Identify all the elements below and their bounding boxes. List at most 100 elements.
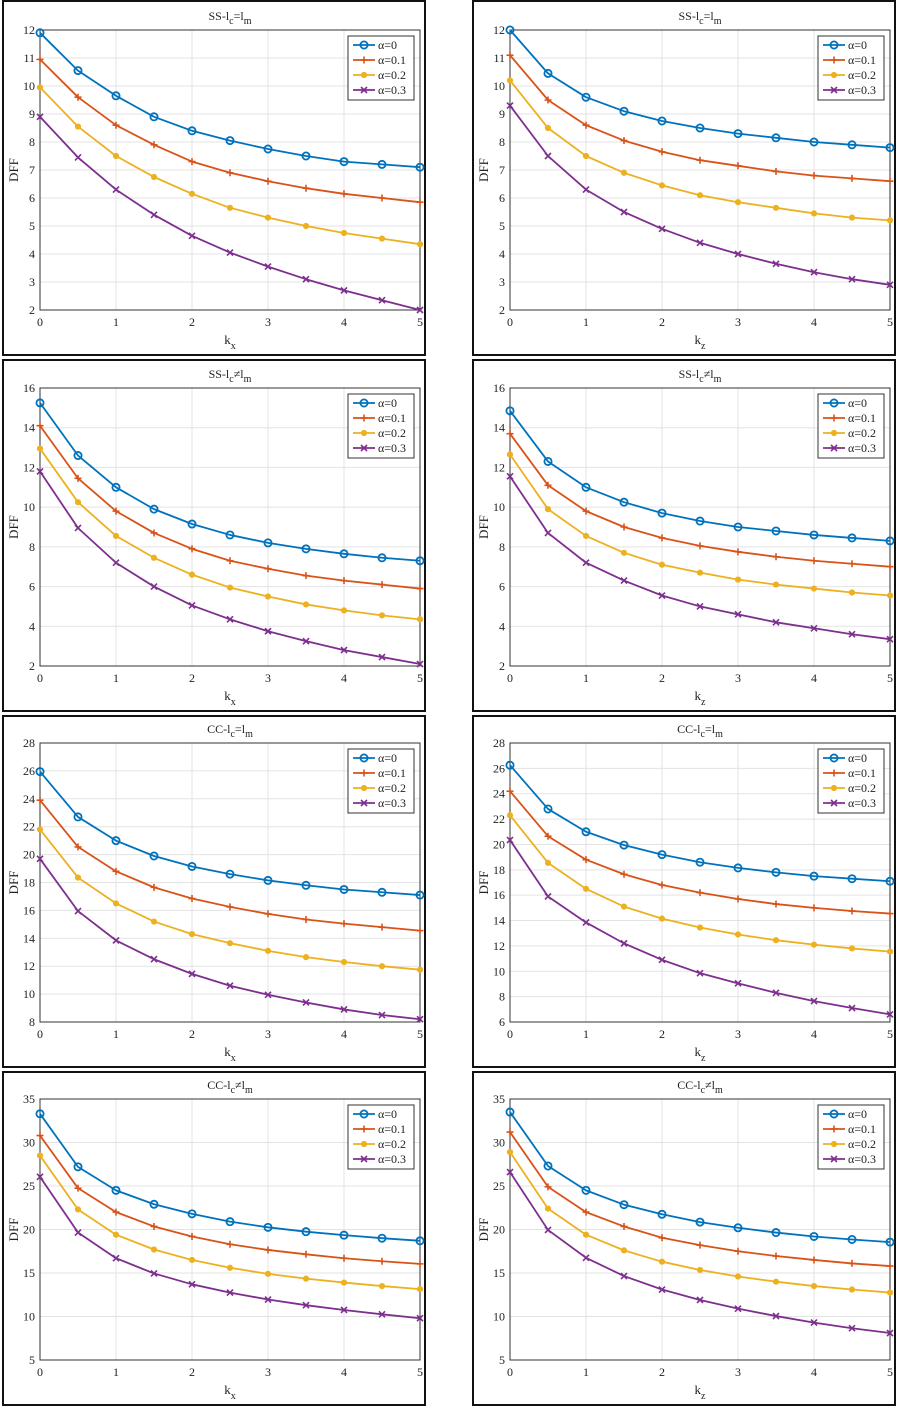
legend-label: α=0: [848, 751, 867, 765]
data-point: [264, 565, 272, 573]
data-point: [544, 529, 552, 537]
data-point: [810, 585, 818, 592]
data-point: [658, 591, 666, 600]
data-point: [848, 1259, 856, 1267]
x-tick-label: 2: [189, 1365, 195, 1379]
data-point: [188, 190, 196, 197]
data-point: [415, 556, 425, 566]
data-point: [263, 875, 273, 885]
y-tick-label: 16: [23, 903, 35, 917]
chart-svg: 0 1 2 3 4 5 5 10 15 20 25 30 35 CC-lc≠lm kz DFF α=0α=0.1…: [476, 1078, 895, 1402]
x-tick-label: 2: [659, 1027, 665, 1041]
data-point: [112, 532, 120, 540]
legend-label: α=0.1: [378, 1122, 406, 1136]
data-point: [226, 249, 234, 257]
legend-label: α=0.2: [378, 1137, 406, 1151]
series-1: [36, 55, 424, 206]
data-point: [74, 499, 82, 506]
data-point: [582, 1254, 590, 1262]
data-point: [263, 538, 273, 548]
y-tick-label: 26: [493, 761, 505, 775]
data-point: [506, 451, 514, 458]
y-tick-label: 12: [493, 23, 505, 37]
data-point: [505, 760, 515, 770]
data-point: [111, 91, 121, 101]
data-point: [378, 1257, 386, 1265]
data-point: [416, 1285, 424, 1293]
data-point: [696, 1266, 704, 1274]
chart-title-part: c: [699, 374, 704, 385]
x-axis-label: kx: [224, 332, 236, 352]
data-point: [544, 1183, 552, 1191]
chart-panel-7: 0 1 2 3 4 5 5 10 15 20 25 30 35 CC-lc≠lm kx DFF α=0 α=0.1…: [2, 1071, 426, 1406]
data-point: [582, 152, 590, 160]
data-point: [734, 1247, 742, 1255]
data-point: [657, 116, 667, 126]
data-point: [36, 796, 44, 804]
legend: α=0α=0.1α=0.2α=0.3: [347, 393, 415, 459]
data-point: [506, 836, 514, 844]
chart-title-part: CC-l: [207, 1078, 231, 1092]
series-line: [39, 1113, 421, 1242]
legend-label: α=0.2: [848, 781, 876, 795]
data-point: [35, 1109, 45, 1119]
series-3: [36, 855, 424, 1023]
data-point: [505, 25, 515, 35]
data-point: [74, 93, 82, 101]
y-tick-label: 8: [499, 135, 505, 149]
legend-marker: [829, 753, 839, 763]
data-point: [415, 162, 425, 172]
series-line: [509, 410, 891, 542]
data-point: [506, 1168, 514, 1176]
legend-marker: [360, 769, 368, 777]
data-point: [544, 892, 552, 901]
y-tick-label: 25: [493, 1179, 505, 1193]
x-tick-label: 4: [811, 671, 817, 685]
data-point: [582, 856, 590, 864]
data-point: [150, 955, 158, 963]
data-point: [847, 533, 857, 543]
chart-title: SS-lc=lm: [678, 9, 721, 27]
legend-label: α=0.1: [378, 53, 406, 67]
data-point: [225, 136, 235, 146]
data-point: [582, 918, 590, 927]
series-3: [506, 472, 894, 643]
legend-marker: [360, 784, 368, 792]
data-point: [734, 931, 742, 938]
data-point: [149, 504, 159, 514]
data-point: [696, 239, 704, 247]
legend-marker: [830, 1125, 838, 1133]
y-tick-label: 4: [29, 247, 35, 261]
legend-label: α=0.1: [848, 411, 876, 425]
data-point: [582, 121, 590, 129]
data-point: [264, 177, 272, 185]
data-point: [506, 430, 514, 438]
legend-marker: [829, 398, 839, 408]
data-point: [695, 857, 705, 867]
x-tick-label: 1: [583, 315, 589, 329]
data-point: [35, 398, 45, 408]
data-point: [302, 1301, 310, 1309]
x-axis-label-sub: x: [231, 341, 236, 352]
data-point: [620, 1222, 628, 1230]
data-point: [302, 915, 310, 923]
x-tick-label: 0: [507, 671, 513, 685]
data-point: [150, 173, 158, 181]
chart-title: CC-lc≠lm: [677, 1078, 723, 1096]
data-point: [225, 869, 235, 879]
data-point: [734, 979, 742, 987]
data-point: [188, 232, 196, 240]
x-tick-label: 1: [113, 1365, 119, 1379]
data-point: [73, 451, 83, 461]
data-point: [505, 1107, 515, 1117]
x-tick-label: 5: [417, 1027, 423, 1041]
y-tick-label: 6: [499, 580, 505, 594]
legend-marker: [830, 1140, 838, 1148]
data-point: [264, 1246, 272, 1254]
series-3: [36, 113, 424, 314]
data-point: [772, 204, 780, 211]
legend-marker: [360, 71, 368, 79]
legend-label: α=0.3: [378, 796, 406, 810]
chart-title-part: =l: [234, 9, 245, 23]
data-point: [658, 915, 666, 922]
